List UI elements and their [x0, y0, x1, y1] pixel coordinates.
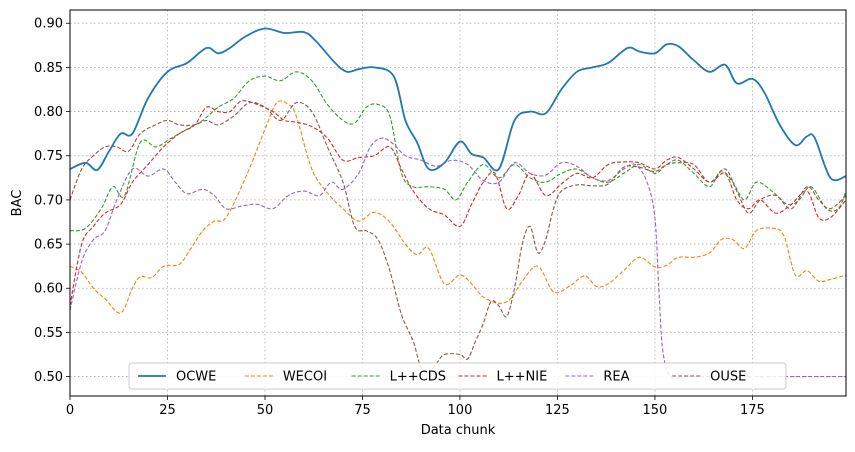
series-line-l-cds	[69, 71, 847, 232]
x-tick-label: 125	[545, 403, 570, 418]
y-tick-label: 0.65	[34, 238, 63, 253]
legend: OCWE WECOI L++CDS L++NIE REA OUSE	[128, 362, 787, 390]
y-tick-label: 0.75	[34, 149, 63, 164]
y-tick-label: 0.50	[34, 370, 63, 385]
x-axis-label: Data chunk	[421, 423, 496, 438]
gridlines	[69, 10, 846, 396]
x-tick-label: 0	[66, 403, 74, 418]
series-line-ocwe	[69, 27, 847, 182]
x-tick-label: 175	[740, 403, 765, 418]
legend-box	[128, 362, 787, 390]
x-tick-label: 100	[448, 403, 473, 418]
x-tick-label: 150	[643, 403, 668, 418]
y-tick-label: 0.80	[34, 105, 63, 120]
y-tick-label: 0.85	[34, 61, 63, 76]
x-tick-label: 50	[257, 403, 274, 418]
x-tick-label: 25	[159, 403, 176, 418]
y-tick-label: 0.60	[34, 282, 63, 297]
x-tick-label: 75	[354, 403, 371, 418]
axis-ticks: 0 25 50 75 100 125 150 175 0.50 0.55 0.60 0.65 0.70 0…	[34, 17, 765, 418]
y-tick-label: 0.70	[34, 193, 63, 208]
legend-label: L++NIE	[497, 370, 548, 385]
legend-label: OCWE	[176, 370, 216, 385]
plot-frame	[69, 9, 847, 397]
series-line-rea	[69, 137, 846, 380]
legend-label: REA	[603, 370, 629, 385]
y-tick-label: 0.90	[34, 17, 63, 32]
series-lines	[69, 27, 847, 380]
y-tick-label: 0.55	[34, 326, 63, 341]
legend-label: L++CDS	[390, 370, 446, 385]
legend-label: WECOI	[283, 370, 327, 385]
legend-label: OUSE	[710, 370, 746, 385]
y-axis-label: BAC	[10, 190, 25, 217]
series-line-wecoi	[69, 100, 847, 314]
series-line-ouse	[69, 101, 847, 374]
series-line-l-nie	[69, 100, 847, 306]
